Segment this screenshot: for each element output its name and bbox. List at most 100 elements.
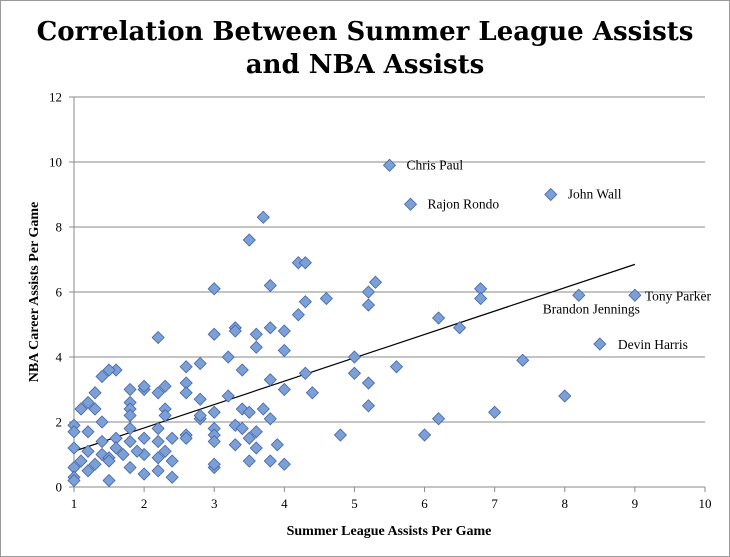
data-point-71 [207,405,221,419]
data-point-92 [242,431,256,445]
data-point-127 [109,441,123,455]
data-point-68 [488,405,502,419]
data-point-70 [158,408,172,423]
annotation-devin-harris: Devin Harris [618,337,688,352]
data-point-30 [277,343,291,358]
data-point-103 [249,441,263,455]
x-tick-label-8: 8 [562,496,569,511]
data-point-78 [151,421,165,436]
data-point-26 [277,324,291,338]
data-point-98 [207,434,221,449]
data-point-99 [228,438,242,452]
data-point-123 [102,473,116,488]
data-point-88 [417,428,432,442]
data-point-120 [277,457,291,471]
data-point-15 [628,288,642,302]
y-tick-label-2: 2 [56,415,63,430]
data-point-61 [88,402,102,416]
x-tick-label-2: 2 [141,496,148,511]
data-point-69 [123,408,137,423]
data-point-12 [474,291,488,306]
data-point-47 [123,382,137,397]
data-point-54 [305,386,319,400]
data-point-3 [256,210,270,224]
axes [69,96,706,492]
x-tick-label-7: 7 [491,496,498,511]
point-annotations: Chris Paul John Wall Rajon Rondo Tony Parke… [407,157,712,352]
data-point-82 [81,425,95,439]
data-point-22 [453,321,467,335]
data-point-11 [361,285,376,299]
data-point-44 [361,376,376,390]
y-tick-label-0: 0 [56,480,63,495]
data-point-42 [235,363,249,377]
x-tick-label-5: 5 [351,496,358,511]
gridlines [74,96,705,423]
data-point-34 [193,356,207,371]
data-point-66 [242,405,256,419]
data-point-41 [347,366,362,380]
data-point-93 [270,438,284,452]
data-point-23 [207,327,221,341]
data-point-94 [95,434,109,449]
data-point-9 [263,278,277,293]
data-point-1 [544,187,558,202]
data-point-6 [298,256,312,270]
chart-title-line2: and NBA Assists [246,50,485,80]
data-point-60 [74,402,88,416]
x-tick-labels: 1 2 3 4 5 6 7 8 9 10 [71,496,712,511]
data-point-36 [389,360,404,374]
data-point-122 [67,473,81,488]
data-point-38 [102,363,116,377]
data-point-91 [165,431,179,445]
data-point-75 [95,415,109,429]
x-tick-label-10: 10 [699,496,712,511]
data-point-16 [298,295,312,309]
data-point-29 [249,340,263,354]
data-point-52 [179,386,193,400]
data-point-53 [88,386,102,400]
annotation-john-wall: John Wall [568,187,622,202]
data-point-124 [137,467,151,481]
data-point-51 [277,382,291,397]
data-point-0 [382,158,397,172]
y-tick-label-12: 12 [49,90,62,105]
data-point-33 [516,353,530,367]
y-tick-label-6: 6 [56,285,63,300]
data-point-8 [207,282,221,296]
data-point-28 [593,337,607,351]
data-point-2 [403,197,418,211]
data-point-19 [432,311,446,325]
x-tick-label-6: 6 [421,496,428,511]
data-point-46 [158,379,172,393]
data-point-96 [151,434,165,449]
data-point-109 [263,454,277,468]
data-point-80 [235,421,249,436]
data-point-65 [256,402,270,416]
annotation-tony-parker: Tony Parker [645,288,712,303]
data-point-13 [319,291,333,306]
data-point-21 [263,321,277,335]
data-point-39 [95,369,109,384]
data-point-128 [130,444,144,458]
data-point-117 [123,460,137,475]
data-point-81 [67,425,81,439]
data-point-111 [88,457,102,471]
data-point-100 [67,441,81,455]
data-point-97 [179,431,193,445]
data-point-102 [158,444,172,458]
data-point-24 [249,327,263,341]
y-tick-labels: 0 2 4 6 8 10 12 [49,90,63,495]
x-tick-label-1: 1 [71,496,78,511]
data-point-27 [228,324,242,338]
data-point-72 [263,412,277,426]
data-point-7 [368,275,383,289]
data-point-106 [116,447,130,462]
data-point-95 [123,434,137,449]
data-point-73 [432,412,446,426]
data-point-90 [137,431,151,445]
data-point-55 [558,389,572,403]
data-point-17 [361,298,376,312]
data-point-125 [165,470,179,484]
